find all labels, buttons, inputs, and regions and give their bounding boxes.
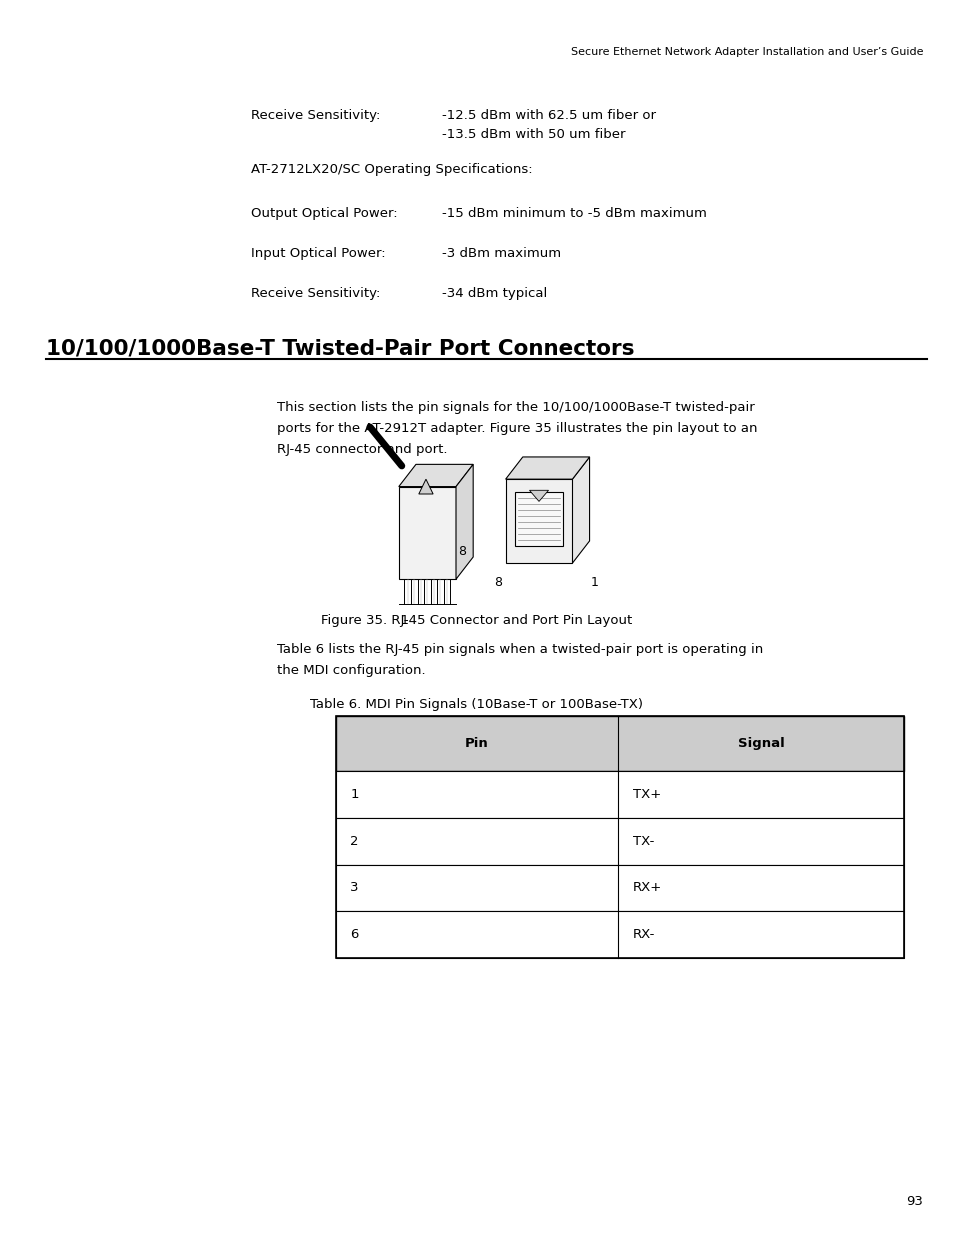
Text: -12.5 dBm with 62.5 um fiber or: -12.5 dBm with 62.5 um fiber or bbox=[441, 109, 655, 122]
Bar bbox=[335, 911, 903, 958]
Bar bbox=[335, 771, 903, 818]
Bar bbox=[515, 492, 562, 546]
Bar bbox=[335, 716, 903, 771]
Text: 8: 8 bbox=[457, 545, 465, 558]
Bar bbox=[505, 479, 572, 563]
Bar bbox=[335, 818, 903, 864]
Polygon shape bbox=[572, 457, 589, 563]
Text: 93: 93 bbox=[905, 1194, 923, 1208]
Text: Secure Ethernet Network Adapter Installation and User’s Guide: Secure Ethernet Network Adapter Installa… bbox=[571, 47, 923, 57]
Text: Table 6 lists the RJ-45 pin signals when a twisted-pair port is operating in: Table 6 lists the RJ-45 pin signals when… bbox=[276, 643, 762, 657]
Polygon shape bbox=[529, 490, 548, 501]
Text: Receive Sensitivity:: Receive Sensitivity: bbox=[251, 109, 380, 122]
Text: AT-2712LX20/SC Operating Specifications:: AT-2712LX20/SC Operating Specifications: bbox=[251, 163, 532, 177]
Polygon shape bbox=[398, 464, 473, 487]
Text: -3 dBm maximum: -3 dBm maximum bbox=[441, 247, 560, 261]
Text: 8: 8 bbox=[494, 576, 501, 589]
Text: Signal: Signal bbox=[737, 737, 784, 750]
Text: RX+: RX+ bbox=[632, 882, 661, 894]
Text: Pin: Pin bbox=[465, 737, 488, 750]
Text: 1: 1 bbox=[400, 614, 408, 627]
Text: -15 dBm minimum to -5 dBm maximum: -15 dBm minimum to -5 dBm maximum bbox=[441, 207, 706, 221]
Polygon shape bbox=[418, 479, 433, 494]
Text: 6: 6 bbox=[350, 929, 358, 941]
Text: the MDI configuration.: the MDI configuration. bbox=[276, 664, 425, 678]
Text: TX-: TX- bbox=[632, 835, 653, 847]
Bar bbox=[335, 716, 903, 958]
Text: 1: 1 bbox=[350, 788, 358, 800]
Text: This section lists the pin signals for the 10/100/1000Base-T twisted-pair: This section lists the pin signals for t… bbox=[276, 401, 754, 415]
Text: Output Optical Power:: Output Optical Power: bbox=[251, 207, 397, 221]
Text: TX+: TX+ bbox=[632, 788, 660, 800]
Text: ports for the AT-2912T adapter. Figure 35 illustrates the pin layout to an: ports for the AT-2912T adapter. Figure 3… bbox=[276, 422, 757, 436]
Bar bbox=[335, 864, 903, 911]
Polygon shape bbox=[456, 464, 473, 579]
Text: Receive Sensitivity:: Receive Sensitivity: bbox=[251, 287, 380, 300]
Text: 10/100/1000Base-T Twisted-Pair Port Connectors: 10/100/1000Base-T Twisted-Pair Port Conn… bbox=[46, 338, 634, 358]
Text: Table 6. MDI Pin Signals (10Base-T or 100Base-TX): Table 6. MDI Pin Signals (10Base-T or 10… bbox=[310, 698, 643, 711]
Text: Input Optical Power:: Input Optical Power: bbox=[251, 247, 385, 261]
Text: Figure 35. RJ-45 Connector and Port Pin Layout: Figure 35. RJ-45 Connector and Port Pin … bbox=[321, 614, 632, 627]
Text: 1: 1 bbox=[590, 576, 598, 589]
Text: 2: 2 bbox=[350, 835, 358, 847]
Text: RX-: RX- bbox=[632, 929, 654, 941]
Text: 3: 3 bbox=[350, 882, 358, 894]
Text: -34 dBm typical: -34 dBm typical bbox=[441, 287, 546, 300]
Text: RJ-45 connector and port.: RJ-45 connector and port. bbox=[276, 443, 447, 457]
Polygon shape bbox=[505, 457, 589, 479]
Text: -13.5 dBm with 50 um fiber: -13.5 dBm with 50 um fiber bbox=[441, 128, 624, 142]
Bar bbox=[398, 487, 456, 579]
